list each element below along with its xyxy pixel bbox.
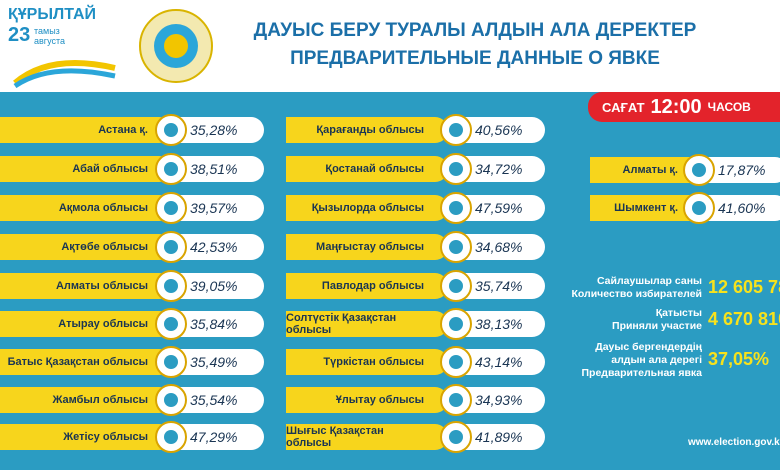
logo-mark — [164, 123, 178, 137]
region-logo — [440, 346, 472, 378]
logo-day: 23 — [8, 24, 31, 46]
region-logo — [440, 114, 472, 146]
title-ru: ПРЕДВАРИТЕЛЬНЫЕ ДАННЫЕ О ЯВКЕ — [290, 48, 660, 69]
logo-mark — [449, 355, 463, 369]
logo-mark — [164, 317, 178, 331]
stat-label: Дауыс бергендердің — [595, 340, 702, 353]
logo-mark — [164, 279, 178, 293]
logo-mark — [449, 201, 463, 215]
logo-mark — [164, 162, 178, 176]
region-logo — [683, 154, 715, 186]
logo-mark — [449, 240, 463, 254]
region-name: Алматы қ. — [590, 157, 702, 183]
stat-label: Предварительная явка — [581, 366, 703, 379]
logo-mark — [164, 240, 178, 254]
time-value: 12:00 — [650, 95, 702, 118]
region-name: Ақтөбе облысы — [0, 234, 172, 260]
logo-mark — [692, 201, 706, 215]
region-name: Батыс Қазақстан облысы — [0, 349, 172, 375]
region-name: Павлодар облысы — [286, 273, 448, 299]
logo-mark — [164, 201, 178, 215]
stat-value: 37,05% — [708, 349, 770, 369]
region-logo — [440, 308, 472, 340]
region-logo — [155, 346, 187, 378]
logo-mark — [449, 279, 463, 293]
stat-label: Қатысты — [655, 307, 702, 319]
stat-value: 12 605 78 — [708, 277, 780, 297]
region-name: Жамбыл облысы — [0, 387, 172, 413]
region-logo — [155, 421, 187, 453]
time-label-ru: ЧАСОВ — [707, 100, 751, 114]
stat-label: Приняли участие — [612, 320, 702, 332]
region-logo — [440, 384, 472, 416]
website: www.election.gov.kz — [688, 437, 780, 448]
region-name: Ақмола облысы — [0, 195, 172, 221]
stat-value: 4 670 810 — [708, 309, 780, 329]
region-name: Алматы облысы — [0, 273, 172, 299]
region-logo — [155, 384, 187, 416]
logo-mark — [449, 317, 463, 331]
region-name: Жетісу облысы — [0, 424, 172, 450]
region-logo — [155, 192, 187, 224]
region-logo — [155, 270, 187, 302]
region-name: Қарағанды облысы — [286, 117, 448, 143]
region-name: Маңғыстау облысы — [286, 234, 448, 260]
emblem — [139, 9, 213, 83]
region-name: Абай облысы — [0, 156, 172, 182]
region-logo — [155, 308, 187, 340]
region-logo — [440, 192, 472, 224]
stat-label: Количество избирателей — [571, 288, 702, 300]
region-name: Шығыс Қазақстан облысы — [286, 424, 448, 450]
region-logo — [440, 270, 472, 302]
logo-mark — [692, 163, 706, 177]
region-name: Түркістан облысы — [286, 349, 448, 375]
logo-month-ru: августа — [34, 36, 65, 46]
region-logo — [683, 192, 715, 224]
logo-mark — [449, 162, 463, 176]
logo-month-kz: тамыз — [34, 26, 60, 36]
region-name: Астана қ. — [0, 117, 172, 143]
region-logo — [440, 421, 472, 453]
region-logo — [440, 231, 472, 263]
stat-label: Сайлаушылар саны — [596, 275, 702, 287]
time-banner: САҒАТ 12:00 ЧАСОВ — [588, 92, 780, 122]
region-name: Қызылорда облысы — [286, 195, 448, 221]
title-kz: ДАУЫС БЕРУ ТУРАЛЫ АЛДЫН АЛА ДЕРЕКТЕР — [253, 20, 697, 41]
logo-mark — [164, 430, 178, 444]
region-name: Ұлытау облысы — [286, 387, 448, 413]
logo-title: ҚҰРЫЛТАЙ — [8, 6, 97, 23]
logo-mark — [449, 430, 463, 444]
logo-mark — [449, 393, 463, 407]
region-name: Қостанай облысы — [286, 156, 448, 182]
logo-mark — [449, 123, 463, 137]
time-label-kz: САҒАТ — [602, 99, 645, 115]
logo-mark — [164, 393, 178, 407]
region-name: Солтүстік Қазақстан облысы — [286, 311, 448, 337]
region-logo — [440, 153, 472, 185]
region-logo — [155, 231, 187, 263]
stat-label: алдын ала дерегі — [611, 353, 702, 366]
region-name: Атырау облысы — [0, 311, 172, 337]
region-logo — [155, 114, 187, 146]
logo-flag — [13, 60, 116, 88]
logo-mark — [164, 355, 178, 369]
region-logo — [155, 153, 187, 185]
